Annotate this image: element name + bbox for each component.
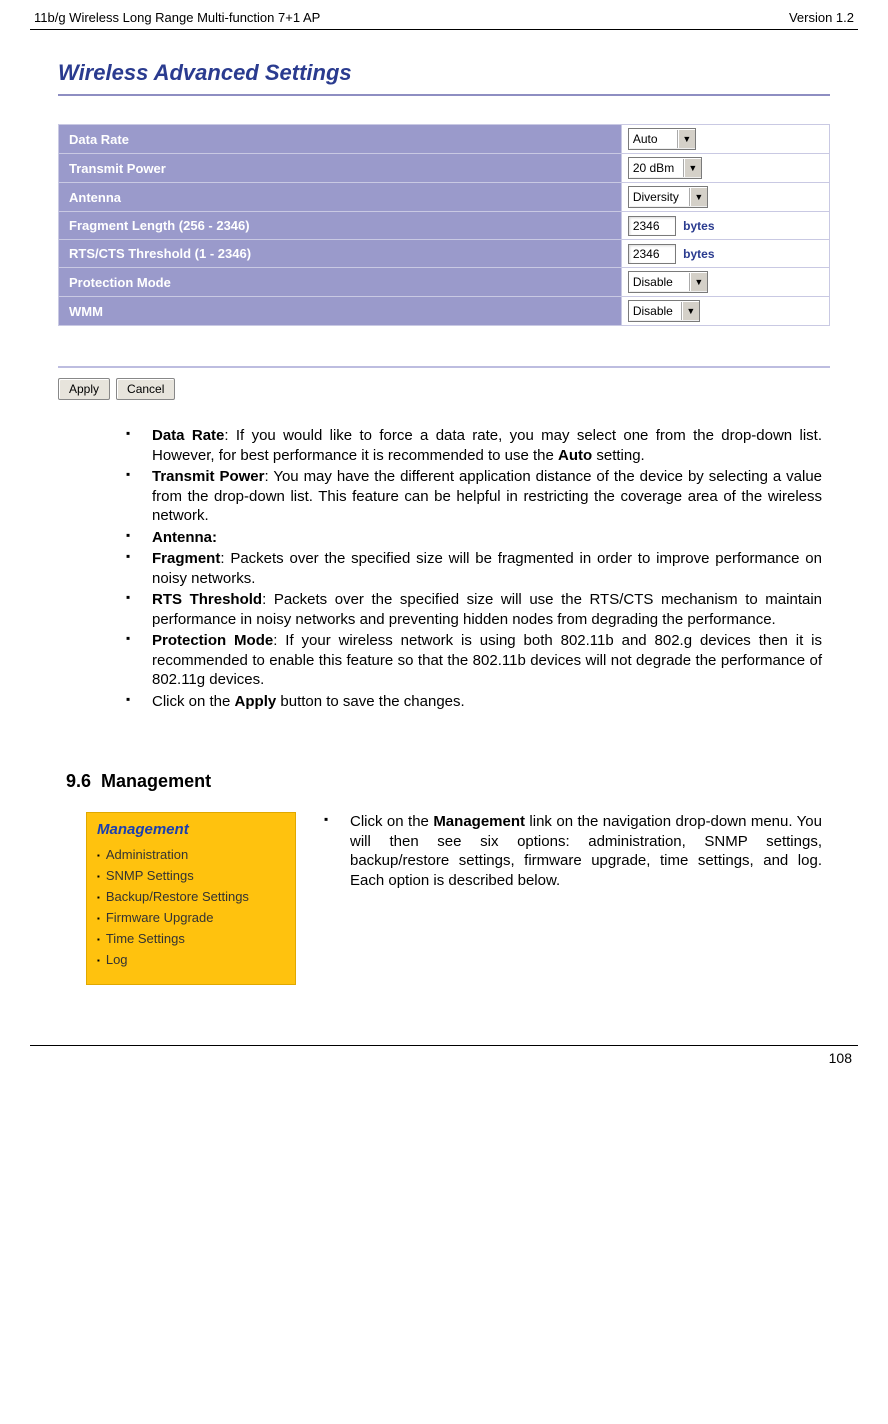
panel-title: Wireless Advanced Settings	[58, 60, 830, 86]
desc-apply: Click on the Apply button to save the ch…	[126, 692, 822, 712]
management-menu: Management Administration SNMP Settings …	[86, 812, 296, 985]
header-left: 11b/g Wireless Long Range Multi-function…	[34, 10, 320, 25]
label-protection: Protection Mode	[59, 268, 622, 297]
unit-rts: bytes	[683, 247, 714, 261]
menu-item-log[interactable]: Log	[97, 949, 285, 970]
label-antenna: Antenna	[59, 183, 622, 212]
menu-item-snmp[interactable]: SNMP Settings	[97, 865, 285, 886]
dropdown-data-rate[interactable]: Auto ▼	[628, 128, 696, 150]
panel-divider-bottom	[58, 366, 830, 368]
management-description: Click on the Management link on the navi…	[324, 812, 822, 890]
desc-antenna: Antenna:	[126, 528, 822, 548]
menu-item-time[interactable]: Time Settings	[97, 928, 285, 949]
desc-data-rate: Data Rate: If you would like to force a …	[126, 426, 822, 465]
dropdown-wmm[interactable]: Disable ▼	[628, 300, 700, 322]
header-right: Version 1.2	[789, 10, 854, 25]
menu-item-administration[interactable]: Administration	[97, 844, 285, 865]
desc-fragment: Fragment: Packets over the specified siz…	[126, 549, 822, 588]
wireless-settings-panel: Wireless Advanced Settings Data Rate Aut…	[58, 60, 830, 400]
cancel-button[interactable]: Cancel	[116, 378, 175, 400]
label-fragment: Fragment Length (256 - 2346)	[59, 212, 622, 240]
row-fragment: Fragment Length (256 - 2346) 2346 bytes	[59, 212, 830, 240]
row-protection: Protection Mode Disable ▼	[59, 268, 830, 297]
input-rts[interactable]: 2346	[628, 244, 676, 264]
row-antenna: Antenna Diversity ▼	[59, 183, 830, 212]
desc-rts: RTS Threshold: Packets over the specifie…	[126, 590, 822, 629]
panel-divider	[58, 94, 830, 96]
row-transmit-power: Transmit Power 20 dBm ▼	[59, 154, 830, 183]
label-wmm: WMM	[59, 297, 622, 326]
input-fragment[interactable]: 2346	[628, 216, 676, 236]
menu-item-backup[interactable]: Backup/Restore Settings	[97, 886, 285, 907]
dropdown-antenna[interactable]: Diversity ▼	[628, 186, 708, 208]
description-list: Data Rate: If you would like to force a …	[86, 426, 822, 711]
label-transmit-power: Transmit Power	[59, 154, 622, 183]
desc-transmit: Transmit Power: You may have the differe…	[126, 467, 822, 526]
label-data-rate: Data Rate	[59, 125, 622, 154]
chevron-down-icon: ▼	[678, 130, 695, 148]
row-rts: RTS/CTS Threshold (1 - 2346) 2346 bytes	[59, 240, 830, 268]
unit-fragment: bytes	[683, 219, 714, 233]
row-wmm: WMM Disable ▼	[59, 297, 830, 326]
settings-table: Data Rate Auto ▼ Transmit Power 20 dBm ▼	[58, 124, 830, 326]
header-rule	[30, 29, 858, 30]
chevron-down-icon: ▼	[690, 188, 707, 206]
page-footer: 108	[30, 1045, 858, 1066]
desc-protection: Protection Mode: If your wireless networ…	[126, 631, 822, 690]
dropdown-transmit-power[interactable]: 20 dBm ▼	[628, 157, 702, 179]
management-menu-title: Management	[97, 821, 285, 838]
apply-button[interactable]: Apply	[58, 378, 110, 400]
chevron-down-icon: ▼	[690, 273, 707, 291]
menu-item-firmware[interactable]: Firmware Upgrade	[97, 907, 285, 928]
section-heading: 9.6 Management	[66, 771, 858, 792]
dropdown-protection[interactable]: Disable ▼	[628, 271, 708, 293]
label-rts: RTS/CTS Threshold (1 - 2346)	[59, 240, 622, 268]
chevron-down-icon: ▼	[682, 302, 699, 320]
row-data-rate: Data Rate Auto ▼	[59, 125, 830, 154]
chevron-down-icon: ▼	[684, 159, 701, 177]
page-number: 108	[829, 1050, 852, 1066]
